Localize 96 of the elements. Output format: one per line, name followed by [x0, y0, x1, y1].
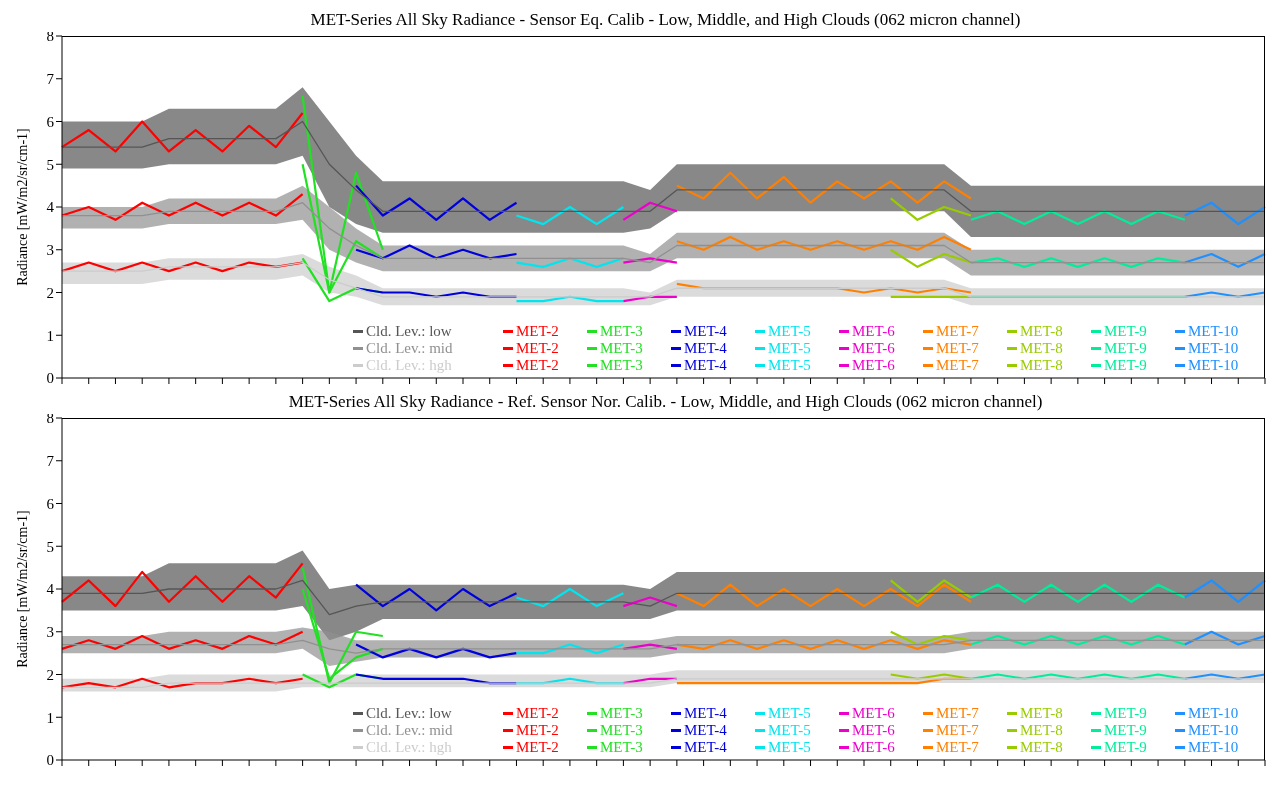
y-tick-label: 4: [46, 581, 55, 598]
legend-label: MET-10: [1188, 323, 1239, 340]
legend-label: MET-6: [852, 323, 895, 340]
legend-label: MET-10: [1188, 340, 1239, 357]
line-series: [889, 248, 973, 268]
legend-label: MET-9: [1104, 357, 1147, 374]
y-tick-label: 5: [46, 538, 54, 555]
legend-label: MET-9: [1104, 323, 1147, 340]
legend-label: MET-4: [684, 739, 727, 756]
y-tick-label: 6: [46, 495, 55, 512]
legend-label: MET-7: [936, 705, 979, 722]
legend-label: MET-3: [600, 340, 643, 357]
legend-label: MET-8: [1020, 722, 1063, 739]
legend-label: MET-3: [600, 323, 643, 340]
legend-label: MET-10: [1188, 739, 1239, 756]
legend-label: MET-5: [768, 323, 811, 340]
legend-label: MET-2: [516, 323, 559, 340]
legend-label: MET-2: [516, 722, 559, 739]
y-tick-label: 2: [46, 284, 54, 301]
chart-title: MET-Series All Sky Radiance - Sensor Eq. Calib - Low, Middle, and High Clouds (062 micron channel): [310, 10, 1021, 29]
legend-label: MET-6: [852, 722, 895, 739]
line-series: [301, 566, 384, 685]
legend-label: MET-8: [1020, 357, 1063, 374]
line-series: [354, 244, 518, 260]
legend-label: MET-5: [768, 722, 811, 739]
legend-label: MET-7: [936, 323, 979, 340]
y-axis-title: Radiance [mW/m2/sr/cm-1]: [14, 510, 30, 668]
legend-label: MET-6: [852, 739, 895, 756]
y-tick-label: 8: [46, 28, 54, 45]
y-tick-label: 1: [46, 709, 54, 726]
legend-label: MET-2: [516, 357, 559, 374]
legend-label: MET-5: [768, 705, 811, 722]
legend-label: MET-10: [1188, 722, 1239, 739]
line-series: [354, 184, 518, 221]
legend-label: MET-8: [1020, 340, 1063, 357]
y-tick-label: 3: [46, 242, 54, 259]
line-series: [60, 562, 304, 608]
y-tick-label: 8: [46, 410, 54, 427]
line-series: [354, 583, 518, 612]
legend-label: MET-9: [1104, 739, 1147, 756]
legend-label: MET-6: [852, 357, 895, 374]
legend-label: MET-7: [936, 739, 979, 756]
line-series: [1183, 201, 1267, 226]
legend-label: Cld. Lev.: mid: [366, 340, 453, 357]
legend-label: MET-3: [600, 739, 643, 756]
legend-label: MET-8: [1020, 739, 1063, 756]
y-axis-title: Radiance [mW/m2/sr/cm-1]: [14, 128, 30, 286]
legend-label: MET-4: [684, 323, 727, 340]
y-tick-label: 4: [46, 199, 55, 216]
legend-label: MET-8: [1020, 705, 1063, 722]
legend-label: MET-8: [1020, 323, 1063, 340]
legend-label: MET-2: [516, 340, 559, 357]
legend-label: MET-5: [768, 357, 811, 374]
legend-label: MET-5: [768, 340, 811, 357]
y-tick-label: 7: [46, 453, 55, 470]
legend-label: Cld. Lev.: low: [366, 705, 452, 722]
y-tick-label: 2: [46, 666, 54, 683]
y-tick-label: 0: [46, 752, 54, 769]
legend-label: MET-4: [684, 340, 727, 357]
y-tick-label: 6: [46, 113, 55, 130]
legend-label: MET-7: [936, 357, 979, 374]
legend-label: MET-3: [600, 705, 643, 722]
legend-label: Cld. Lev.: low: [366, 323, 452, 340]
legend-label: MET-7: [936, 722, 979, 739]
legend-label: MET-6: [852, 340, 895, 357]
legend-label: MET-10: [1188, 357, 1239, 374]
line-series: [675, 583, 973, 608]
legend-label: MET-4: [684, 705, 727, 722]
y-tick-label: 7: [46, 71, 55, 88]
legend-label: MET-4: [684, 722, 727, 739]
legend-label: MET-10: [1188, 705, 1239, 722]
legend-label: MET-9: [1104, 340, 1147, 357]
legend-label: MET-3: [600, 357, 643, 374]
legend-label: MET-7: [936, 340, 979, 357]
legend-label: MET-9: [1104, 705, 1147, 722]
chart-title: MET-Series All Sky Radiance - Ref. Sensor Nor. Calib. - Low, Middle, and High Clouds (062 micron channel): [288, 392, 1043, 411]
y-tick-label: 3: [46, 624, 54, 641]
legend-label: MET-9: [1104, 722, 1147, 739]
line-series: [515, 587, 625, 608]
line-series: [60, 111, 304, 153]
line-series: [60, 193, 304, 221]
line-series: [675, 171, 973, 204]
legend-label: MET-4: [684, 357, 727, 374]
line-series: [60, 630, 304, 650]
line-series: [889, 630, 973, 646]
y-tick-label: 0: [46, 370, 54, 387]
legend-label: Cld. Lev.: mid: [366, 722, 453, 739]
legend-label: MET-2: [516, 705, 559, 722]
line-series: [354, 643, 518, 659]
y-tick-label: 5: [46, 156, 54, 173]
legend-label: MET-6: [852, 705, 895, 722]
y-tick-label: 1: [46, 327, 54, 344]
line-series: [889, 197, 973, 221]
legend-label: MET-5: [768, 739, 811, 756]
legend-label: MET-2: [516, 739, 559, 756]
legend-label: MET-3: [600, 722, 643, 739]
